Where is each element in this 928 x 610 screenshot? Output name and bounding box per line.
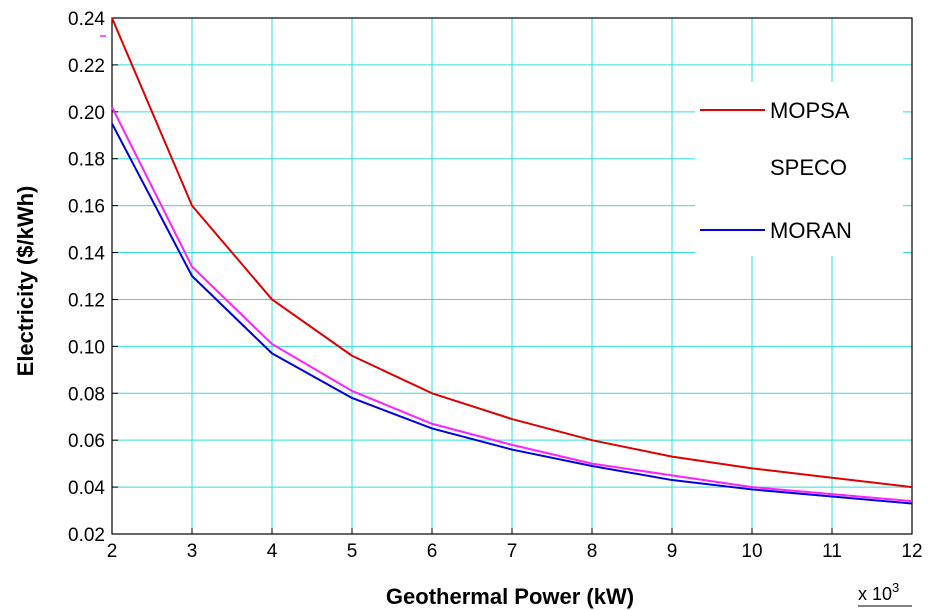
- x-tick-label: 7: [507, 541, 518, 562]
- y-tick-label: 0.18: [68, 150, 105, 171]
- y-tick-label: 0.10: [68, 337, 105, 358]
- x-multiplier-base: x 10: [858, 584, 892, 604]
- x-tick-label: 11: [822, 541, 842, 562]
- x-tick-label: 4: [267, 541, 278, 562]
- y-tick-label: 0.14: [68, 244, 105, 265]
- y-tick-label: 0.12: [68, 290, 105, 311]
- legend: MOPSA SPECO MORAN: [695, 82, 903, 256]
- x-tick-label: 8: [587, 541, 598, 562]
- series-line-speco: [111, 106, 913, 503]
- legend-label-mopsa: MOPSA: [770, 98, 850, 123]
- y-tick-label: 0.04: [68, 478, 105, 499]
- x-tick-label: 12: [901, 541, 922, 562]
- y-tick-label: 0.24: [68, 9, 105, 30]
- y-tick-label: 0.16: [68, 197, 105, 218]
- x-multiplier-exponent: 3: [892, 580, 899, 595]
- x-axis-label: Geothermal Power (kW): [386, 584, 634, 609]
- legend-label-moran: MORAN: [770, 218, 852, 243]
- x-tick-label: 3: [187, 541, 198, 562]
- y-tick-label: 0.22: [68, 56, 105, 77]
- y-tick-label: 0.20: [68, 103, 105, 124]
- ticks: 2 3 4 5 6 7 8 9 10 11 12 0.02 0.04 0.06 0.08 0.10 0.12 0.…: [68, 9, 923, 562]
- x-tick-label: 6: [427, 541, 438, 562]
- series-lines: [111, 17, 913, 505]
- svg-text:x 103: x 103: [858, 580, 899, 604]
- grid: [112, 18, 912, 534]
- y-tick-label: 0.02: [68, 525, 105, 546]
- legend-label-speco: SPECO: [770, 155, 847, 180]
- y-tick-label: 0.06: [68, 431, 105, 452]
- x-tick-label: 10: [741, 541, 762, 562]
- series-line-mopsa: [111, 17, 913, 489]
- x-tick-label: 9: [667, 541, 678, 562]
- y-tick-label: 0.08: [68, 384, 105, 405]
- x-axis-multiplier: x 103: [858, 580, 912, 607]
- y-axis-label: Electricity ($/kWh): [13, 186, 38, 377]
- x-tick-label: 2: [107, 541, 118, 562]
- x-tick-label: 5: [347, 541, 358, 562]
- series-line-moran: [111, 123, 913, 505]
